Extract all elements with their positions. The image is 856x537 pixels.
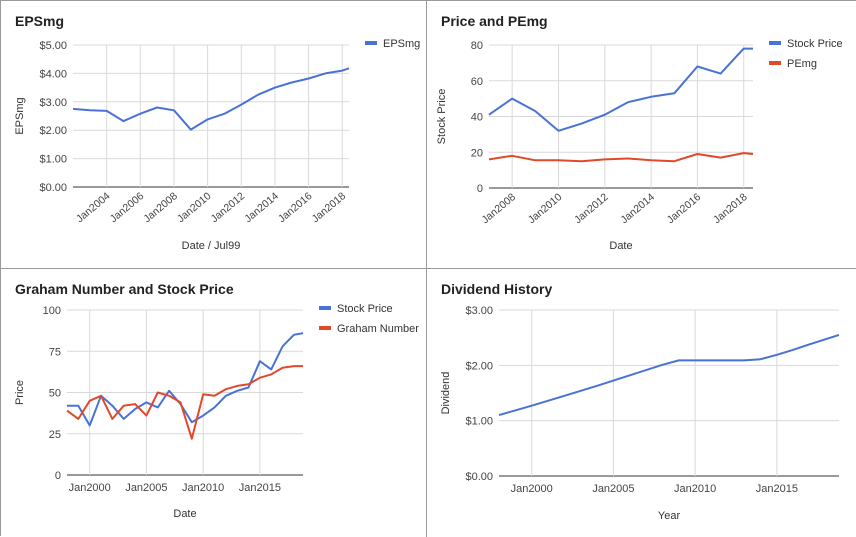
x-tick-label: Jan2005 <box>592 483 634 495</box>
legend-swatch <box>769 61 781 65</box>
y-tick-label: $1.00 <box>465 416 493 428</box>
x-axis-title: Date <box>609 240 632 252</box>
x-tick-label: Jan2016 <box>665 191 704 226</box>
y-tick-label: 100 <box>43 305 61 317</box>
y-tick-label: 0 <box>477 183 483 195</box>
x-tick-label: Jan2010 <box>526 191 565 226</box>
series-line <box>489 153 753 161</box>
y-tick-label: 20 <box>471 147 483 159</box>
y-tick-label: 50 <box>49 388 61 400</box>
y-tick-label: 25 <box>49 429 61 441</box>
y-tick-label: $4.00 <box>39 68 67 80</box>
x-tick-label: Jan2010 <box>674 483 716 495</box>
x-tick-label: Jan2004 <box>74 190 113 225</box>
x-tick-label: Jan2008 <box>480 191 519 226</box>
x-tick-label: Jan2006 <box>108 190 147 225</box>
y-tick-label: 0 <box>55 470 61 482</box>
legend-label: PEmg <box>787 58 817 70</box>
x-tick-label: Jan2000 <box>511 483 553 495</box>
series-line <box>67 366 303 439</box>
x-tick-label: Jan2010 <box>182 482 224 494</box>
legend-swatch <box>365 41 377 45</box>
series-line <box>73 68 349 129</box>
x-tick-label: Jan2012 <box>572 191 611 226</box>
x-tick-label: Jan2018 <box>711 191 750 226</box>
legend-swatch <box>319 306 331 310</box>
y-axis-title: EPSmg <box>14 97 26 134</box>
dividend-chart: $0.00 $1.00 $2.00 $3.00 Jan2000 Jan2005 Jan201… <box>427 269 856 537</box>
legend-swatch <box>319 326 331 330</box>
y-tick-label: $1.00 <box>39 154 67 166</box>
y-tick-label: 80 <box>471 40 483 52</box>
x-tick-label: Jan2005 <box>125 482 167 494</box>
x-tick-label: Jan2000 <box>69 482 111 494</box>
x-tick-label: Jan2015 <box>239 482 281 494</box>
x-axis-title: Date <box>173 508 196 520</box>
x-tick-label: Jan2008 <box>141 190 180 225</box>
y-tick-label: $2.00 <box>39 125 67 137</box>
x-tick-label: Jan2014 <box>618 191 657 226</box>
eps-chart: $0.00$1.00$2.00$3.00$4.00$5.00Jan2004Jan… <box>1 1 426 268</box>
x-tick-label: Jan2016 <box>276 190 315 225</box>
x-tick-label: Jan2010 <box>175 190 214 225</box>
graham-chart: 0 25 50 75 100 Jan2000 Jan2005 Jan2010 Jan2015 Da… <box>1 269 426 537</box>
y-tick-label: $0.00 <box>39 182 67 194</box>
legend-swatch <box>769 41 781 45</box>
legend-label: Graham Number <box>337 323 419 335</box>
x-tick-label: Jan2018 <box>310 190 349 225</box>
x-tick-label: Jan2015 <box>756 483 798 495</box>
y-axis-title: Dividend <box>440 372 452 415</box>
legend-label: Stock Price <box>337 303 393 315</box>
x-tick-label: Jan2012 <box>209 190 248 225</box>
y-tick-label: 60 <box>471 76 483 88</box>
legend-label: EPSmg <box>383 38 420 50</box>
y-tick-label: $2.00 <box>465 360 493 372</box>
y-tick-label: $5.00 <box>39 40 67 52</box>
x-tick-label: Jan2014 <box>242 190 281 225</box>
series-line <box>499 335 839 415</box>
series-line <box>67 333 303 425</box>
y-tick-label: $3.00 <box>39 97 67 109</box>
legend-label: Stock Price <box>787 38 843 50</box>
y-tick-label: 75 <box>49 346 61 358</box>
series-line <box>489 49 753 131</box>
y-tick-label: $0.00 <box>465 471 493 483</box>
y-axis-title: Stock Price <box>436 89 448 145</box>
x-axis-title: Year <box>658 510 681 522</box>
y-tick-label: $3.00 <box>465 305 493 317</box>
y-axis-title: Price <box>14 380 26 405</box>
y-tick-label: 40 <box>471 112 483 124</box>
x-axis-title: Date / Jul99 <box>182 240 241 252</box>
